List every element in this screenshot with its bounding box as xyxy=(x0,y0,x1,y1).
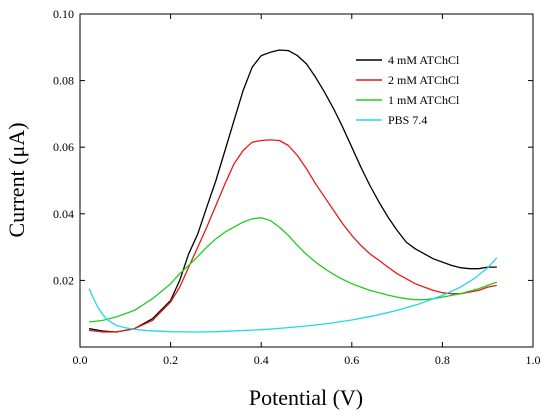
plot-frame xyxy=(79,13,534,348)
series-layer xyxy=(88,49,498,333)
x-axis-title: Potential (V) xyxy=(249,385,363,410)
x-tick-label: 0.6 xyxy=(344,353,359,367)
legend-label-4: PBS 7.4 xyxy=(388,113,427,127)
y-tick-label: 0.08 xyxy=(53,74,74,88)
legend-label-2: 2 mM ATChCl xyxy=(388,73,460,87)
legend: 4 mM ATChCl 2 mM ATChCl 1 mM ATChCl PBS 7.4 xyxy=(356,53,460,127)
x-tick-label: 0.4 xyxy=(254,353,269,367)
legend-label-3: 1 mM ATChCl xyxy=(388,93,460,107)
x-tick-label: 0.2 xyxy=(163,353,178,367)
legend-label-1: 4 mM ATChCl xyxy=(388,53,460,67)
y-tick-label: 0.10 xyxy=(53,7,74,21)
y-axis: 0.02 0.04 0.06 0.08 0.10 xyxy=(53,7,533,287)
series-line-4 xyxy=(88,257,498,333)
series-line-3 xyxy=(89,217,498,323)
x-tick-label: 1.0 xyxy=(526,353,541,367)
y-tick-label: 0.06 xyxy=(53,140,74,154)
series-line-2 xyxy=(89,139,497,333)
y-tick-label: 0.02 xyxy=(53,273,74,287)
y-axis-title: Current (μA) xyxy=(4,122,29,237)
y-tick-label: 0.04 xyxy=(53,207,74,221)
x-tick-label: 0.8 xyxy=(435,353,450,367)
x-axis: 0.0 0.2 0.4 0.6 0.8 1.0 xyxy=(73,14,541,367)
series-line-1 xyxy=(88,49,497,333)
x-tick-label: 0.0 xyxy=(73,353,88,367)
